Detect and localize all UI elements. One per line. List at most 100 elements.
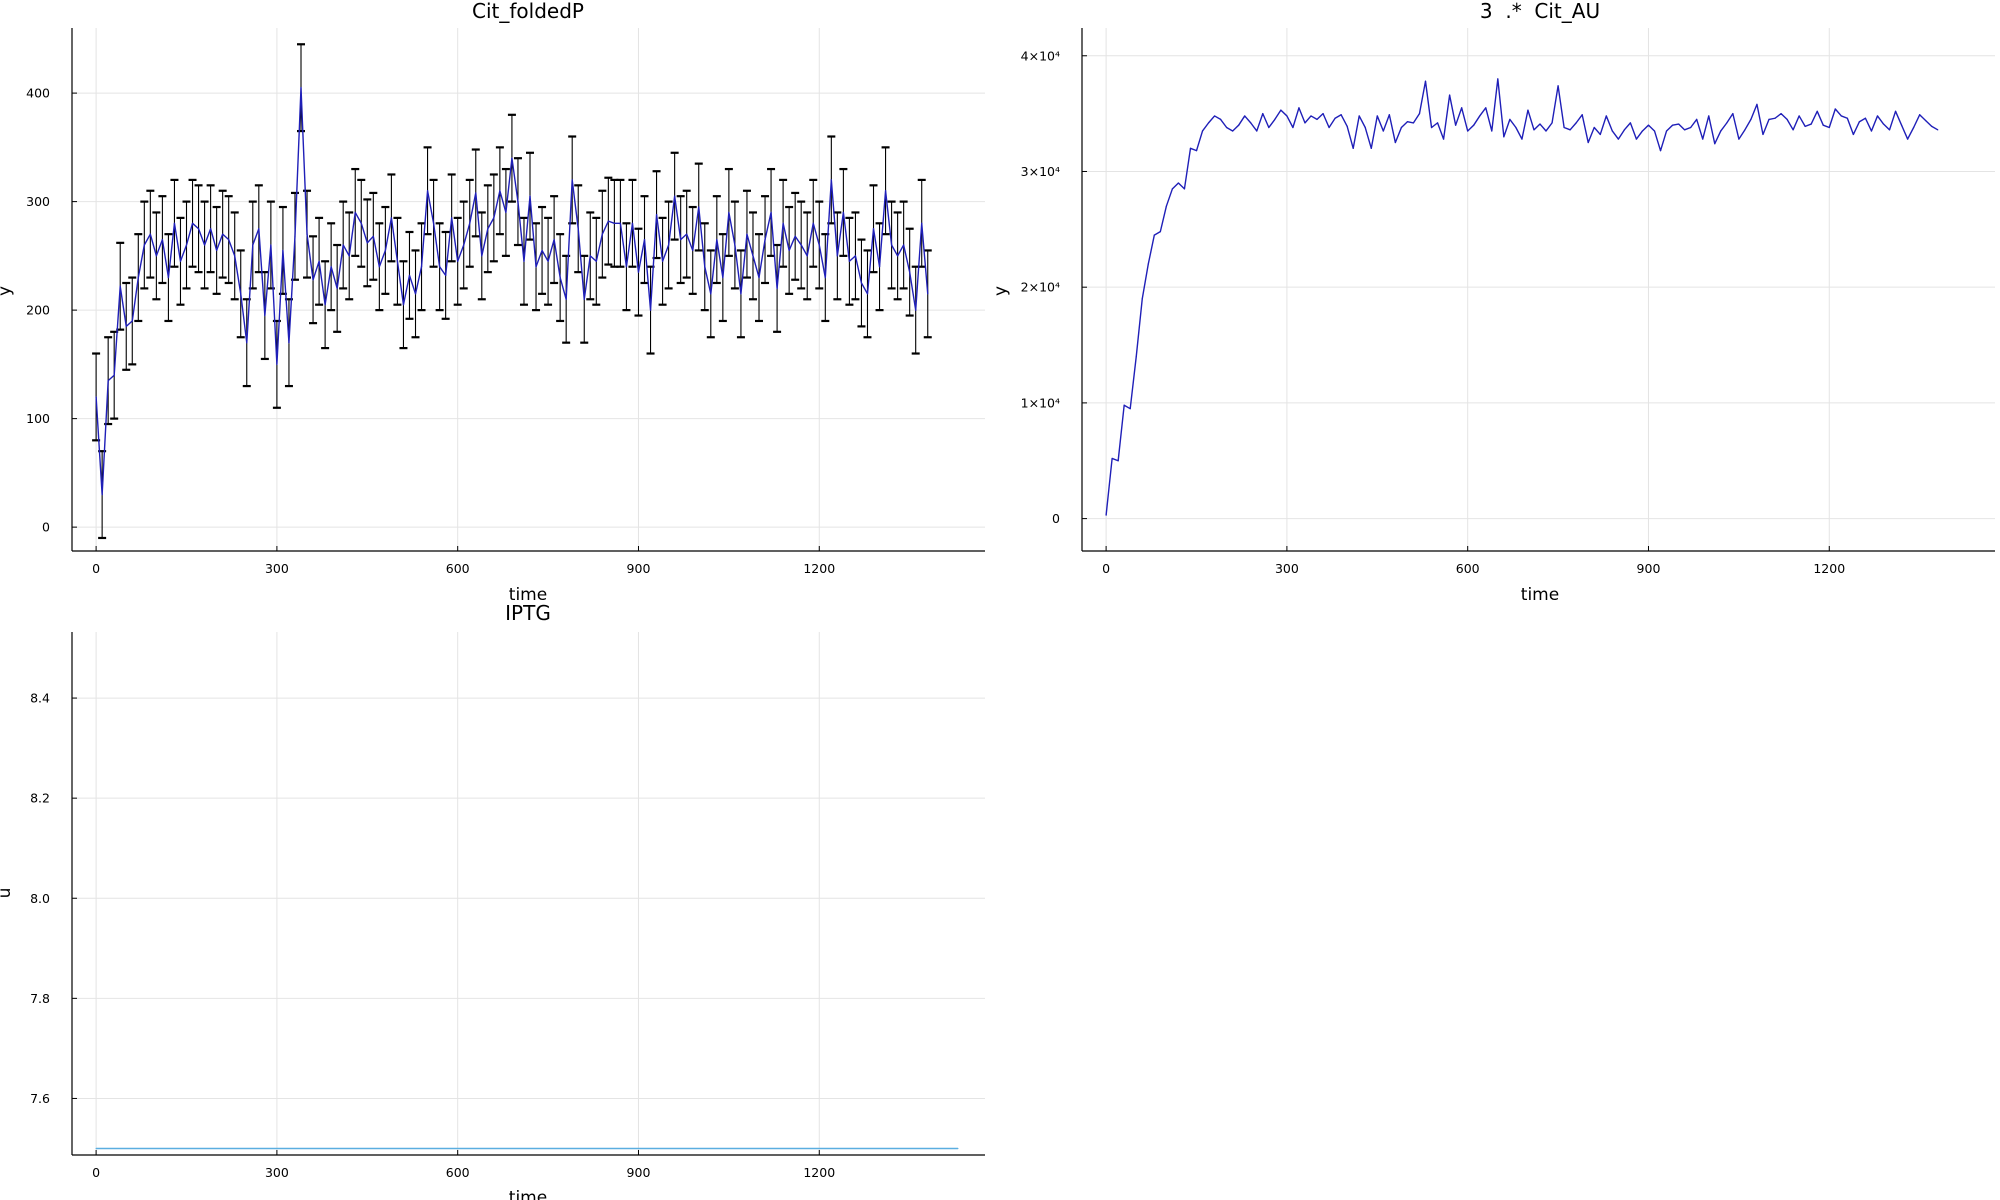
data-point <box>1653 130 1656 132</box>
tick-labels: 0 300 600 900 1200 7.6 7.8 8.0 8.2 8.4 <box>30 691 835 1180</box>
data-point <box>1533 129 1535 131</box>
data-point <box>1919 114 1921 116</box>
data-point <box>1888 129 1891 131</box>
data-point <box>390 217 392 219</box>
data-point <box>619 222 622 224</box>
data-point <box>1931 125 1933 127</box>
data-point <box>402 304 405 306</box>
data-point <box>1882 123 1885 125</box>
data-point <box>1907 138 1909 140</box>
data-point <box>872 228 875 230</box>
axes <box>71 28 985 552</box>
data-point <box>451 217 453 219</box>
data-point <box>800 244 802 246</box>
data-point <box>1623 129 1625 131</box>
data-point <box>1340 114 1342 116</box>
data-point <box>1810 123 1812 125</box>
data-point <box>1111 457 1113 460</box>
data-point <box>481 255 483 257</box>
data-point <box>1159 231 1161 233</box>
data-point <box>746 233 748 235</box>
x-tick-label: 900 <box>627 1165 651 1180</box>
data-point <box>276 363 278 365</box>
data-point <box>878 266 881 268</box>
data-point <box>1509 118 1511 121</box>
axes <box>71 632 985 1156</box>
data-point <box>1786 118 1788 121</box>
data-point <box>1123 404 1125 406</box>
data-point <box>1479 115 1481 117</box>
data-point <box>583 298 585 300</box>
data-point <box>264 314 266 317</box>
y-axis-label: y <box>991 286 1011 296</box>
data-point <box>1183 188 1186 190</box>
data-point <box>131 320 133 322</box>
data-point <box>668 244 670 246</box>
data-point <box>1684 129 1686 131</box>
data-point <box>1587 141 1589 144</box>
data-point <box>529 195 531 197</box>
data-point <box>1858 121 1861 123</box>
data-point <box>613 222 615 224</box>
data-point <box>1599 133 1601 136</box>
x-tick-label: 1200 <box>1813 561 1845 576</box>
data-point <box>306 233 308 235</box>
data-point <box>210 228 212 230</box>
x-tick-label: 600 <box>1456 561 1480 576</box>
data-point <box>258 228 260 230</box>
data-point <box>493 217 495 219</box>
grid <box>1082 28 1995 551</box>
data-point <box>1690 126 1692 129</box>
data-point <box>595 260 597 262</box>
data-point <box>1762 133 1764 136</box>
data-point <box>179 260 182 262</box>
data-point <box>246 342 248 344</box>
y-tick-label: 7.8 <box>30 991 50 1006</box>
data-point <box>1256 130 1258 132</box>
data-point <box>1153 234 1155 236</box>
data-point <box>439 266 441 268</box>
x-tick-label: 0 <box>1102 561 1110 576</box>
y-tick-label: 0 <box>42 520 50 535</box>
data-point <box>1635 138 1638 140</box>
data-point <box>517 201 519 203</box>
data-point <box>1394 141 1396 144</box>
data-point <box>631 222 634 224</box>
y-tick-label: 0 <box>1052 511 1060 526</box>
data-point <box>155 255 157 257</box>
data-point <box>336 287 338 290</box>
x-tick-label: 1200 <box>803 1165 835 1180</box>
data-point <box>125 325 127 327</box>
data-point <box>240 293 242 295</box>
data-point <box>1539 123 1541 125</box>
data-point <box>469 222 471 224</box>
data-point <box>523 260 525 262</box>
data-point <box>360 222 362 224</box>
data-point <box>324 304 326 306</box>
data-point <box>1274 118 1276 121</box>
error-bars <box>92 43 932 540</box>
data-point <box>1732 113 1734 115</box>
data-point <box>1304 122 1306 124</box>
data-point <box>806 255 808 257</box>
x-tick-label: 300 <box>265 561 289 576</box>
data-point <box>1171 188 1173 190</box>
data-point <box>1515 126 1517 129</box>
data-point <box>1491 130 1493 132</box>
data-point <box>1147 263 1149 265</box>
data-point <box>1226 126 1228 129</box>
data-point <box>384 249 386 252</box>
y-tick-label: 7.6 <box>30 1091 50 1106</box>
data-point <box>1611 130 1613 132</box>
data-point <box>432 222 435 224</box>
data-point <box>1852 133 1854 136</box>
data-point <box>203 244 206 246</box>
data-point <box>1581 114 1583 116</box>
data-point <box>1424 80 1427 82</box>
data-point <box>788 249 790 252</box>
data-point <box>294 235 296 237</box>
data-point <box>487 228 489 230</box>
data-point <box>408 274 411 276</box>
data-point <box>1165 205 1167 207</box>
